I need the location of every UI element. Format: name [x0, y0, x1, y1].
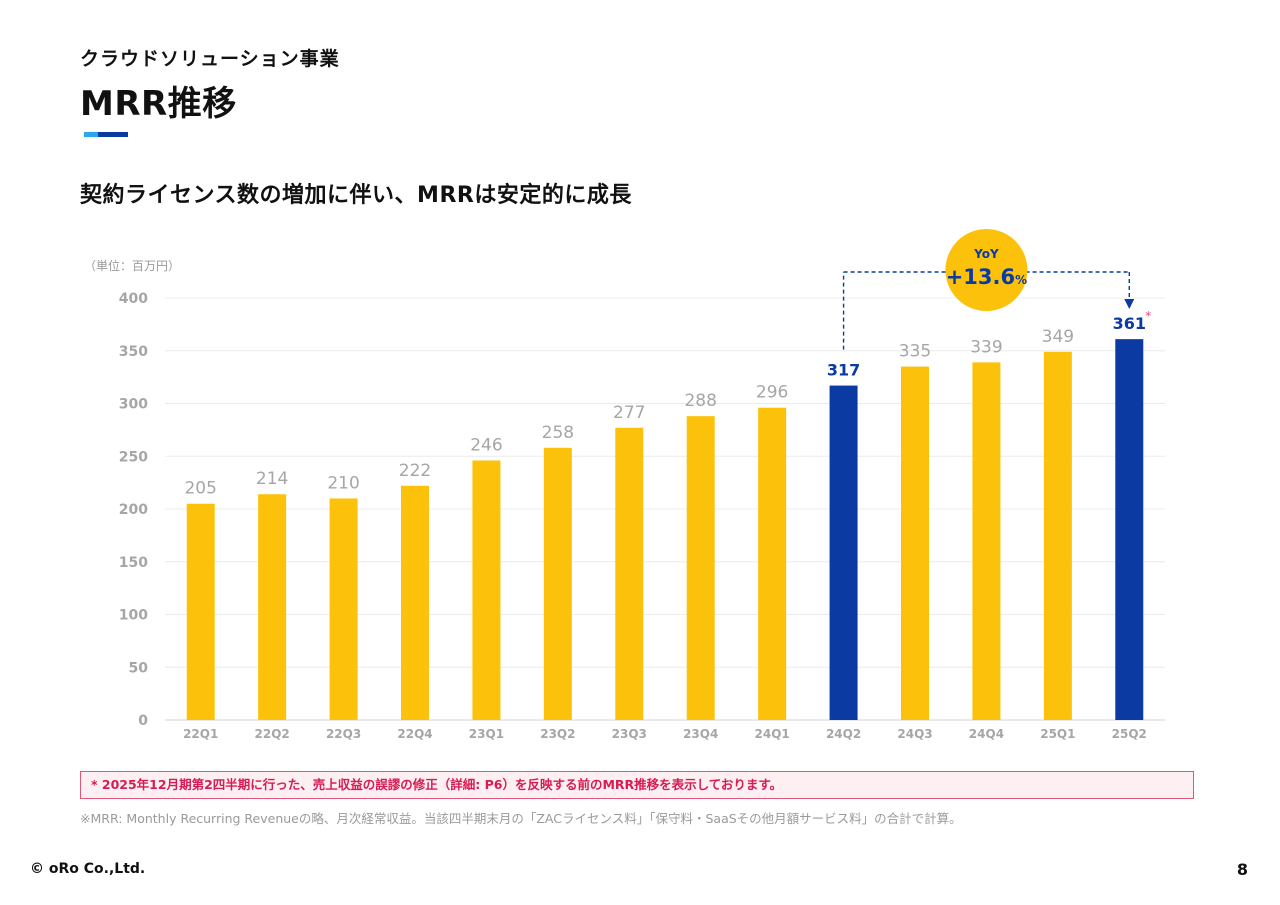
mrr-bar-chart: （単位：百万円） 0 50 100 150 200 250 300 350 400 205 22Q1 2…: [84, 229, 1165, 741]
asterisk-mark: *: [1145, 309, 1151, 323]
yoy-value-unit: %: [1015, 273, 1027, 287]
bar-25q2: [1115, 339, 1144, 720]
bar-25q1: [1043, 351, 1072, 720]
y-tick-label: 400: [119, 291, 148, 307]
x-tick-label: 23Q1: [469, 727, 504, 741]
value-label-22q2: 214: [256, 469, 288, 489]
x-tick-label: 25Q2: [1112, 727, 1147, 741]
x-tick-label: 23Q4: [683, 727, 718, 741]
bar-24q2: [829, 385, 858, 720]
x-tick-label: 25Q1: [1040, 727, 1075, 741]
yoy-value-number: +13.6: [946, 265, 1015, 289]
bar-22q2: [258, 494, 287, 720]
bar-23q3: [615, 427, 644, 720]
bar-23q2: [543, 447, 572, 720]
bar-24q4: [972, 362, 1001, 720]
page-title: MRR推移: [80, 84, 237, 124]
bar-24q1: [758, 407, 787, 720]
yoy-badge-value: +13.6%: [946, 265, 1027, 289]
x-tick-label: 24Q2: [826, 727, 861, 741]
y-tick-label: 200: [119, 502, 148, 518]
y-tick-label: 300: [119, 397, 148, 413]
x-tick-label: 22Q1: [183, 727, 218, 741]
headline: 契約ライセンス数の増加に伴い、MRRは安定的に成長: [80, 183, 632, 208]
y-tick-label: 250: [119, 449, 148, 465]
correction-footnote: * 2025年12月期第2四半期に行った、売上収益の誤謬の修正（詳細: P6）を…: [80, 771, 1194, 799]
value-label-23q4: 288: [684, 391, 716, 411]
y-tick-label: 0: [138, 713, 148, 729]
x-tick-label: 23Q3: [612, 727, 647, 741]
value-label-22q4: 222: [399, 461, 431, 481]
section-label: クラウドソリューション事業: [80, 48, 340, 70]
title-accent-dark: [98, 132, 128, 137]
y-tick-label: 350: [119, 344, 148, 360]
value-label-23q3: 277: [613, 403, 645, 423]
unit-label: （単位：百万円）: [84, 258, 180, 273]
x-tick-label: 22Q3: [326, 727, 361, 741]
bar-23q4: [686, 416, 715, 720]
x-tick-label: 22Q2: [255, 727, 290, 741]
x-tick-label: 24Q4: [969, 727, 1004, 741]
y-tick-label: 50: [129, 660, 149, 676]
y-tick-label: 100: [119, 608, 148, 624]
value-label-24q1: 296: [756, 383, 788, 403]
value-label-22q1: 205: [184, 479, 216, 499]
bar-22q3: [329, 498, 358, 720]
copyright: © oRo Co.,Ltd.: [30, 861, 146, 877]
x-tick-label: 22Q4: [397, 727, 432, 741]
y-tick-label: 150: [119, 555, 148, 571]
value-label-23q2: 258: [542, 423, 574, 443]
value-label-24q4: 339: [970, 337, 1002, 357]
title-accent-bar: [84, 132, 128, 137]
value-label-24q2: 317: [827, 361, 860, 380]
value-label-23q1: 246: [470, 435, 502, 455]
title-accent-light: [84, 132, 98, 137]
x-tick-label: 24Q1: [755, 727, 790, 741]
bar-22q4: [401, 485, 429, 720]
value-label-22q3: 210: [327, 473, 359, 493]
page-number: 8: [1236, 860, 1248, 879]
x-tick-label: 24Q3: [897, 727, 932, 741]
yoy-badge-title: YoY: [973, 247, 999, 261]
value-label-24q3: 335: [899, 342, 931, 362]
bar-22q1: [186, 503, 215, 720]
bar-23q1: [472, 460, 501, 720]
mrr-definition-note: ※MRR: Monthly Recurring Revenueの略、月次経常収益…: [80, 811, 962, 826]
value-label-25q1: 349: [1042, 327, 1074, 347]
yoy-badge: [945, 229, 1028, 311]
bar-24q3: [901, 366, 929, 720]
value-label-25q2: 361: [1113, 314, 1146, 333]
x-tick-label: 23Q2: [540, 727, 575, 741]
yoy-arrow-head: [1124, 299, 1135, 309]
